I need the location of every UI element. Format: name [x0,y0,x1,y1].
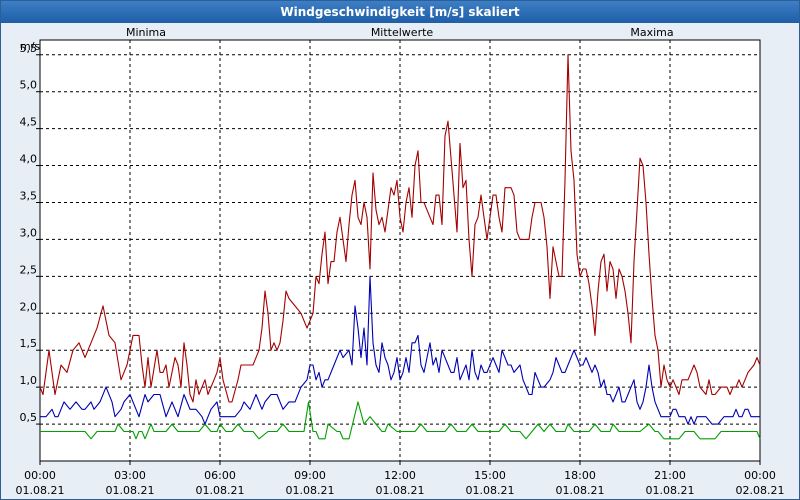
x-tick-time: 21:00 [654,469,686,482]
y-tick-label: 2,0 [20,300,38,313]
x-tick-time: 12:00 [384,469,416,482]
x-tick-date: 01.08.21 [646,484,695,497]
x-tick-date: 01.08.21 [16,484,65,497]
x-tick-date: 01.08.21 [556,484,605,497]
series-line-minima [40,401,761,440]
x-tick-time: 06:00 [204,469,236,482]
chart-title: Windgeschwindigkeit [m/s] skaliert [1,1,799,23]
y-tick-label: 1,0 [20,374,38,387]
legend-maxima: Maxima [630,26,673,39]
plot-border [39,39,761,462]
series-line-mittelwerte [40,275,760,425]
x-tick-date: 01.08.21 [376,484,425,497]
y-tick-label: 4,5 [20,116,38,129]
x-tick-time: 00:00 [24,469,56,482]
x-tick-time: 00:00 [744,469,776,482]
legend-mittelwerte: Mittelwerte [371,26,434,39]
y-tick-label: 5,5 [20,42,38,55]
y-tick-label: 3,5 [20,189,38,202]
y-tick-label: 0,5 [20,411,38,424]
y-tick-label: 3,0 [20,226,38,239]
x-tick-time: 18:00 [564,469,596,482]
legend-minima: Minima [126,26,166,39]
y-tick-label: 2,5 [20,263,38,276]
x-tick-time: 03:00 [114,469,146,482]
x-tick-date: 01.08.21 [286,484,335,497]
y-tick-label: 4,0 [20,153,38,166]
x-tick-time: 15:00 [474,469,506,482]
x-tick-date: 01.08.21 [106,484,155,497]
x-tick-time: 09:00 [294,469,326,482]
series-line-maxima [39,54,761,403]
y-tick-label: 1,5 [20,337,38,350]
y-tick-label: 5,0 [20,79,38,92]
x-tick-date: 02.08.21 [736,484,785,497]
x-tick-date: 01.08.21 [466,484,515,497]
y-axis-label: m/s [20,40,40,53]
x-tick-date: 01.08.21 [196,484,245,497]
